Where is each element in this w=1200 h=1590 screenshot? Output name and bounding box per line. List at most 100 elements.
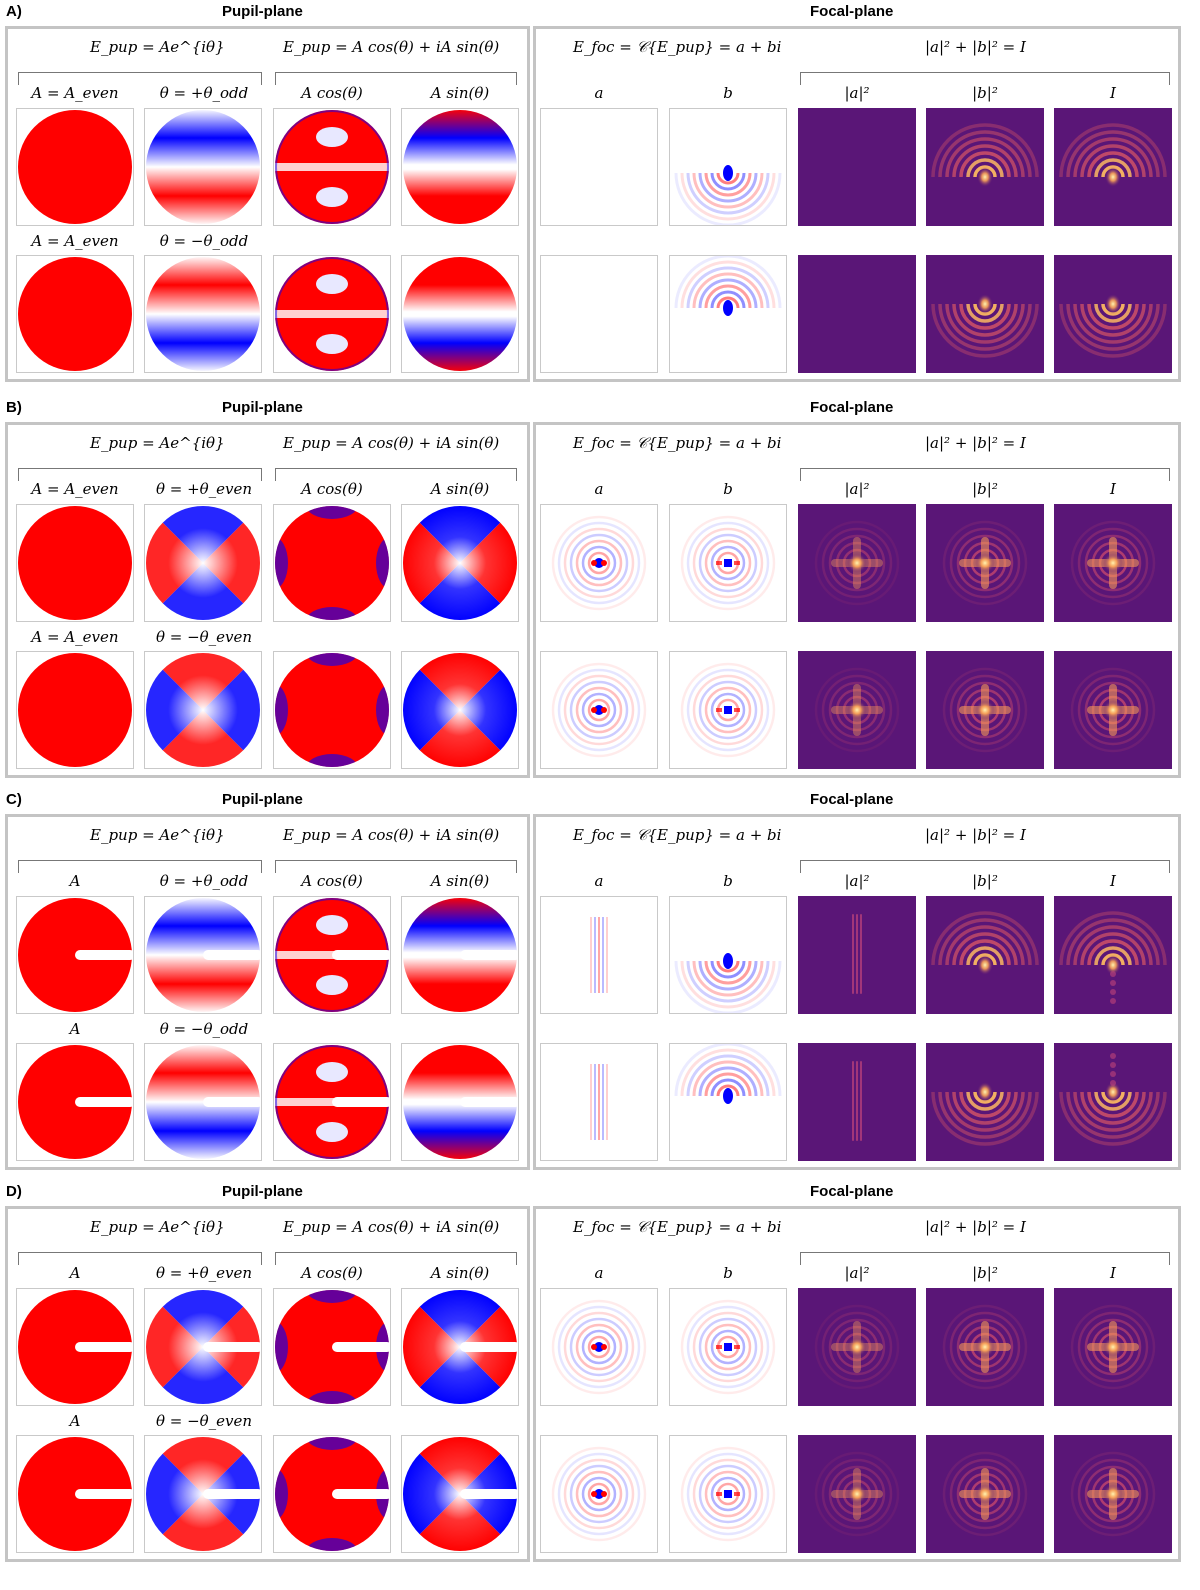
focal-intensity-equation: |a|² + |b|² = I [925,826,1026,844]
focal-intensity-map [1054,1043,1172,1161]
pupil-acos-map [273,651,391,769]
amplitude-label: A = A_even [31,628,119,646]
obscuration-slit [75,1097,133,1107]
focal-intensity-map-image [1059,911,1167,1004]
focal-intensity-map [1054,1435,1172,1553]
pupil-phase-map [144,896,262,1014]
focal-imag-map [669,255,787,373]
acos-label: A cos(θ) [301,84,363,102]
focal-real-intensity-map [798,108,916,226]
asin-label: A sin(θ) [430,84,490,102]
focal-imag-map [669,1043,787,1161]
focal-real-intensity-map-image [814,1304,900,1390]
pupil-amplitude-map-image [18,898,133,1012]
pupil-phase-map-image [146,1045,261,1159]
pupil-asin-map-image [403,898,518,1012]
phase-label-positive: θ = +θ_odd [159,872,249,890]
focal-plane-panel [533,814,1181,1170]
focal-intensity-map-image [1059,1053,1167,1146]
imag-part-label: b [723,872,733,890]
obscuration-slit [75,950,133,960]
pupil-asin-map-image [403,1045,518,1159]
phase-label-negative: θ = −θ_even [155,1412,253,1430]
focal-real-intensity-map [798,651,916,769]
focal-real-map [540,1043,658,1161]
section-d: D) Pupil-plane Focal-plane E_pup = Ae^{iθ} E… [0,1180,1200,1577]
focal-real-intensity-map [798,1288,916,1406]
focal-intensity-map-image [1070,667,1156,753]
focal-real-intensity-map-image [814,667,900,753]
focal-real-intensity-map-image [814,520,900,606]
focal-real-map-image [541,256,657,372]
pupil-plane-panel [5,814,530,1170]
focal-real-intensity-map-image [852,1061,862,1141]
amplitude-label: A = A_even [31,480,119,498]
section-a: A) Pupil-plane Focal-plane E_pup = Ae^{iθ} E… [0,0,1200,397]
focal-real-intensity-map [798,1043,916,1161]
pupil-acos-map [273,1043,391,1161]
pupil-amplitude-map-image [18,1045,133,1159]
real-intensity-label: |a|² [844,872,870,890]
focal-intensity-map-image [1070,1304,1156,1390]
obscuration-slit [460,1342,518,1352]
focal-intensity-map [1054,255,1172,373]
pupil-asin-map [401,1435,519,1553]
pupil-polar-equation: E_pup = Ae^{iθ} [90,826,225,844]
intensity-label: I [1110,872,1116,890]
focal-imag-map-image [674,165,782,225]
pupil-acos-map-image [275,1437,390,1551]
imag-intensity-label: |b|² [972,480,998,498]
focal-intensity-equation: |a|² + |b|² = I [925,1218,1026,1236]
pupil-phase-map-image [146,653,260,767]
pupil-acos-map [273,1435,391,1553]
pupil-asin-map [401,108,519,226]
focal-real-map [540,1288,658,1406]
obscuration-slit [75,1489,133,1499]
focal-intensity-equation: |a|² + |b|² = I [925,434,1026,452]
focal-real-intensity-map [798,896,916,1014]
focal-plane-title: Focal-plane [810,399,894,416]
focal-real-map [540,1435,658,1553]
pupil-asin-map [401,255,519,373]
amplitude-label: A [69,872,81,890]
focal-real-intensity-map-image [814,1451,900,1537]
phase-label-positive: θ = +θ_even [155,480,253,498]
focal-intensity-map-image [1070,520,1156,606]
focal-imag-map [669,504,787,622]
real-intensity-label: |a|² [844,84,870,102]
focal-imag-intensity-map-image [931,1082,1039,1146]
section-label: B) [6,399,22,416]
pupil-amplitude-map-image [18,653,132,767]
pupil-phase-map [144,504,262,622]
focal-field-equation: E_foc = 𝒞{E_pup} = a + bi [573,434,782,452]
pupil-plane-title: Pupil-plane [222,791,303,808]
focal-imag-map-image [674,953,782,1013]
pupil-phase-map [144,1435,262,1553]
focal-field-equation: E_foc = 𝒞{E_pup} = a + bi [573,1218,782,1236]
focal-real-intensity-map [798,1435,916,1553]
focal-intensity-map-image [1059,123,1167,187]
amplitude-label: A = A_even [31,84,119,102]
pupil-polar-equation: E_pup = Ae^{iθ} [90,1218,225,1236]
focal-imag-intensity-map [926,651,1044,769]
obscuration-slit [460,1097,518,1107]
pupil-plane-panel [5,26,530,382]
phase-label-positive: θ = +θ_odd [159,84,249,102]
focal-intensity-map [1054,108,1172,226]
pupil-acos-map-image [275,110,389,224]
grouping-bracket [800,72,1170,85]
obscuration-slit [332,1097,390,1107]
focal-real-map [540,896,658,1014]
grouping-bracket [275,860,517,873]
focal-intensity-map-image [1070,1451,1156,1537]
phase-label-positive: θ = +θ_even [155,1264,253,1282]
focal-plane-panel [533,1206,1181,1562]
focal-intensity-equation: |a|² + |b|² = I [925,38,1026,56]
amplitude-label: A [69,1264,81,1282]
amplitude-label: A [69,1020,81,1038]
pupil-cartesian-equation: E_pup = A cos(θ) + iA sin(θ) [283,1218,500,1236]
pupil-plane-title: Pupil-plane [222,399,303,416]
imag-intensity-label: |b|² [972,84,998,102]
pupil-amplitude-map [16,651,134,769]
focal-real-map [540,255,658,373]
